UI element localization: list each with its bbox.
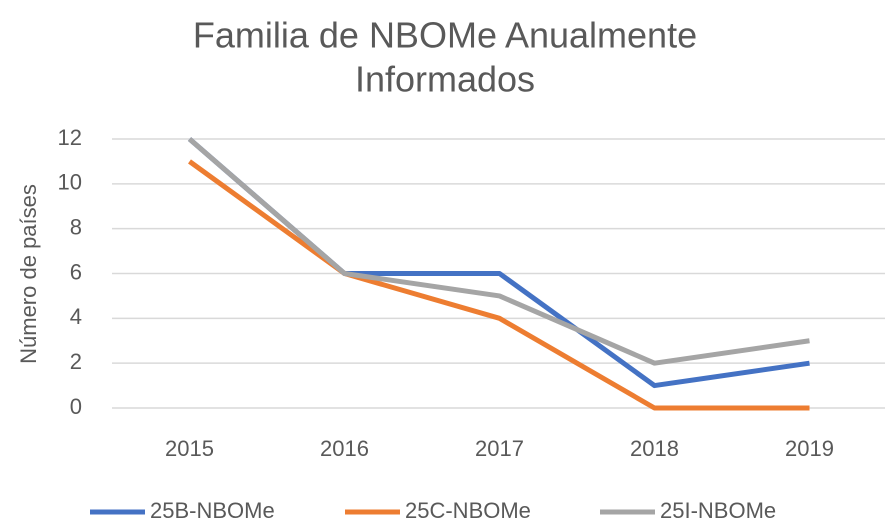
y-tick-label: 12 [58, 125, 82, 150]
legend-label: 25C-NBOMe [405, 498, 531, 523]
y-tick-label: 10 [58, 170, 82, 195]
series-line [188, 159, 810, 411]
series-line [187, 137, 810, 366]
y-tick-label: 6 [70, 259, 82, 284]
x-tick-label: 2017 [475, 436, 524, 461]
x-tick-label: 2019 [785, 436, 834, 461]
y-tick-label: 2 [70, 349, 82, 374]
y-axis-label: Número de países [16, 184, 41, 364]
y-tick-label: 0 [70, 394, 82, 419]
chart-title: Familia de NBOMe Anualmente [193, 15, 697, 56]
x-tick-label: 2016 [320, 436, 369, 461]
legend-label: 25I-NBOMe [660, 498, 776, 523]
x-tick-label: 2018 [630, 436, 679, 461]
y-tick-label: 8 [70, 214, 82, 239]
x-tick-label: 2015 [165, 436, 214, 461]
chart-title: Informados [355, 59, 535, 100]
y-tick-label: 4 [70, 304, 82, 329]
legend-label: 25B-NBOMe [150, 498, 275, 523]
